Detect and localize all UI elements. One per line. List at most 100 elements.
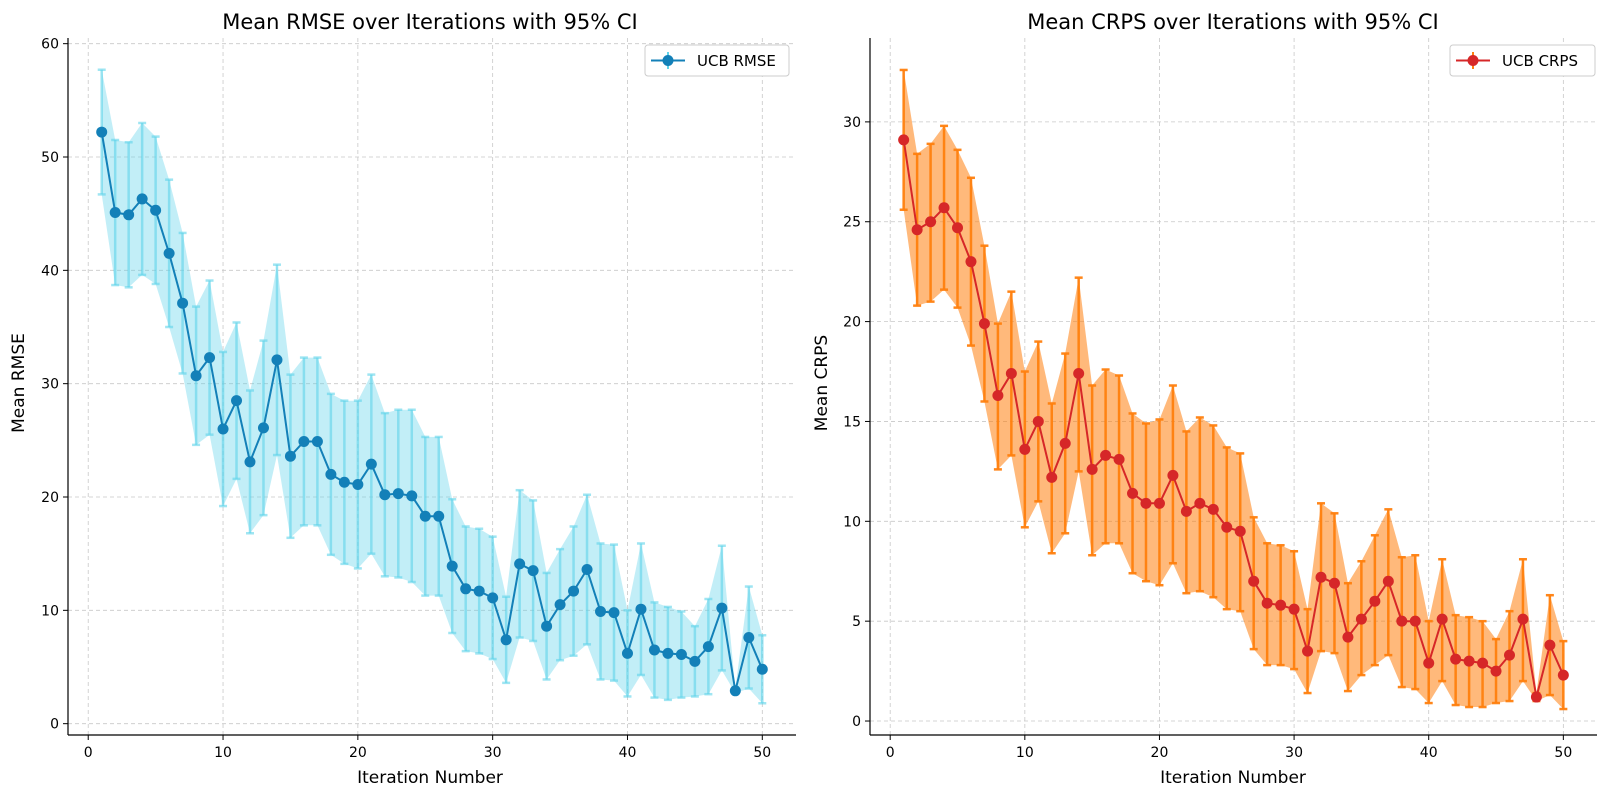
- crps-data-point: [898, 134, 910, 146]
- crps-data-point: [1530, 691, 1542, 703]
- rmse-legend-label: UCB RMSE: [697, 52, 776, 70]
- rmse-data-point: [365, 458, 377, 470]
- rmse-data-point: [689, 655, 701, 667]
- crps-legend: UCB CRPS: [1449, 44, 1596, 77]
- rmse-data-point: [433, 510, 445, 522]
- crps-y-tick-label: 0: [852, 714, 861, 730]
- crps-legend-label: UCB CRPS: [1502, 52, 1578, 70]
- rmse-data-point: [231, 395, 243, 407]
- rmse-x-tick-label: 50: [753, 745, 771, 761]
- rmse-data-point: [136, 193, 148, 205]
- crps-y-axis-label: Mean CRPS: [812, 335, 832, 431]
- rmse-data-point: [217, 423, 229, 435]
- rmse-data-point: [527, 565, 539, 577]
- rmse-data-point: [541, 620, 553, 632]
- rmse-y-tick-label: 50: [41, 150, 59, 166]
- crps-data-point: [1396, 615, 1408, 627]
- rmse-y-tick-label: 20: [41, 490, 59, 506]
- crps-data-point: [1369, 595, 1381, 607]
- crps-data-point: [1167, 469, 1179, 481]
- crps-data-point: [1261, 597, 1273, 609]
- crps-data-point: [1153, 497, 1165, 509]
- crps-chart-title: Mean CRPS over Iterations with 95% CI: [1027, 10, 1438, 34]
- rmse-data-point: [473, 585, 485, 597]
- crps-x-axis-label: Iteration Number: [1160, 768, 1306, 788]
- rmse-data-point: [96, 126, 108, 138]
- crps-data-point: [1221, 521, 1233, 533]
- rmse-panel: Mean RMSE over Iterations with 95% CI It…: [9, 10, 796, 788]
- rmse-data-point: [581, 564, 593, 576]
- crps-data-point: [1275, 599, 1287, 611]
- crps-data-point: [1557, 669, 1569, 681]
- crps-data-point: [1544, 639, 1556, 651]
- crps-data-point: [992, 389, 1004, 401]
- rmse-data-point: [716, 602, 728, 614]
- rmse-data-point: [244, 456, 256, 468]
- crps-legend-marker-swatch: [1467, 55, 1479, 66]
- crps-data-point: [1073, 368, 1085, 380]
- rmse-data-point: [500, 634, 512, 646]
- crps-x-tick-label: 10: [1016, 745, 1034, 761]
- crps-data-point: [938, 202, 950, 214]
- rmse-y-axis-label: Mean RMSE: [9, 333, 29, 433]
- crps-data-point: [1059, 437, 1071, 449]
- crps-data-point: [1005, 368, 1017, 380]
- rmse-data-point: [284, 450, 296, 462]
- crps-data-point: [1180, 505, 1192, 517]
- rmse-y-tick-label: 0: [50, 717, 59, 733]
- crps-data-point: [1328, 577, 1340, 589]
- rmse-legend-marker-swatch: [662, 55, 674, 66]
- rmse-data-point: [109, 207, 121, 219]
- rmse-data-point: [190, 370, 202, 382]
- rmse-x-axis-label: Iteration Number: [357, 768, 503, 788]
- rmse-data-point: [514, 558, 526, 570]
- rmse-data-point: [662, 647, 674, 659]
- rmse-data-point: [702, 641, 714, 653]
- rmse-plot-area: 0 10 20 30 40 50 0 10 20 30 40 50 60: [41, 37, 796, 761]
- crps-data-point: [1423, 657, 1435, 669]
- crps-y-tick-label: 20: [843, 315, 861, 331]
- rmse-ci-band: [101, 69, 763, 704]
- crps-data-point: [1140, 497, 1152, 509]
- crps-x-tick-label: 50: [1554, 745, 1572, 761]
- rmse-data-point: [595, 605, 607, 617]
- rmse-mean-line: [100, 131, 764, 692]
- rmse-data-point: [460, 583, 472, 595]
- crps-data-point: [1234, 525, 1246, 537]
- crps-data-point: [1046, 471, 1058, 483]
- rmse-data-point: [352, 479, 364, 491]
- crps-data-point: [1113, 453, 1125, 465]
- crps-data-point: [1436, 613, 1448, 625]
- crps-data-point: [1450, 653, 1462, 665]
- crps-y-tick-label: 10: [843, 514, 861, 530]
- crps-y-tick-label: 15: [843, 414, 861, 430]
- crps-x-tick-label: 30: [1285, 745, 1303, 761]
- rmse-y-tick-label: 60: [41, 37, 59, 53]
- rmse-data-point: [392, 488, 404, 500]
- crps-data-point: [1382, 575, 1394, 587]
- rmse-data-point: [675, 649, 687, 661]
- crps-data-point: [1355, 613, 1367, 625]
- crps-ci-band: [903, 70, 1564, 709]
- crps-data-point: [1315, 571, 1327, 583]
- crps-data-point: [1207, 503, 1219, 515]
- crps-plot-area: 0 10 20 30 40 50 0 5 10 15 20 25 30: [843, 38, 1597, 761]
- rmse-x-tick-label: 0: [84, 745, 93, 761]
- rmse-x-tick-label: 20: [349, 745, 367, 761]
- rmse-data-point: [325, 468, 337, 480]
- rmse-data-point: [635, 603, 647, 615]
- crps-data-point: [1463, 655, 1475, 667]
- crps-data-point: [1194, 497, 1206, 509]
- crps-data-point: [965, 256, 977, 268]
- rmse-data-point: [648, 644, 660, 656]
- rmse-chart-title: Mean RMSE over Iterations with 95% CI: [222, 10, 638, 34]
- rmse-data-point: [298, 435, 310, 447]
- crps-data-point: [1019, 443, 1031, 455]
- crps-legend-box: [1449, 44, 1596, 77]
- rmse-data-point: [419, 510, 431, 522]
- crps-data-point: [978, 318, 990, 330]
- rmse-y-tick-label: 40: [41, 263, 59, 279]
- crps-x-tick-label: 20: [1151, 745, 1169, 761]
- rmse-data-point: [271, 354, 283, 366]
- crps-data-point: [1342, 631, 1354, 643]
